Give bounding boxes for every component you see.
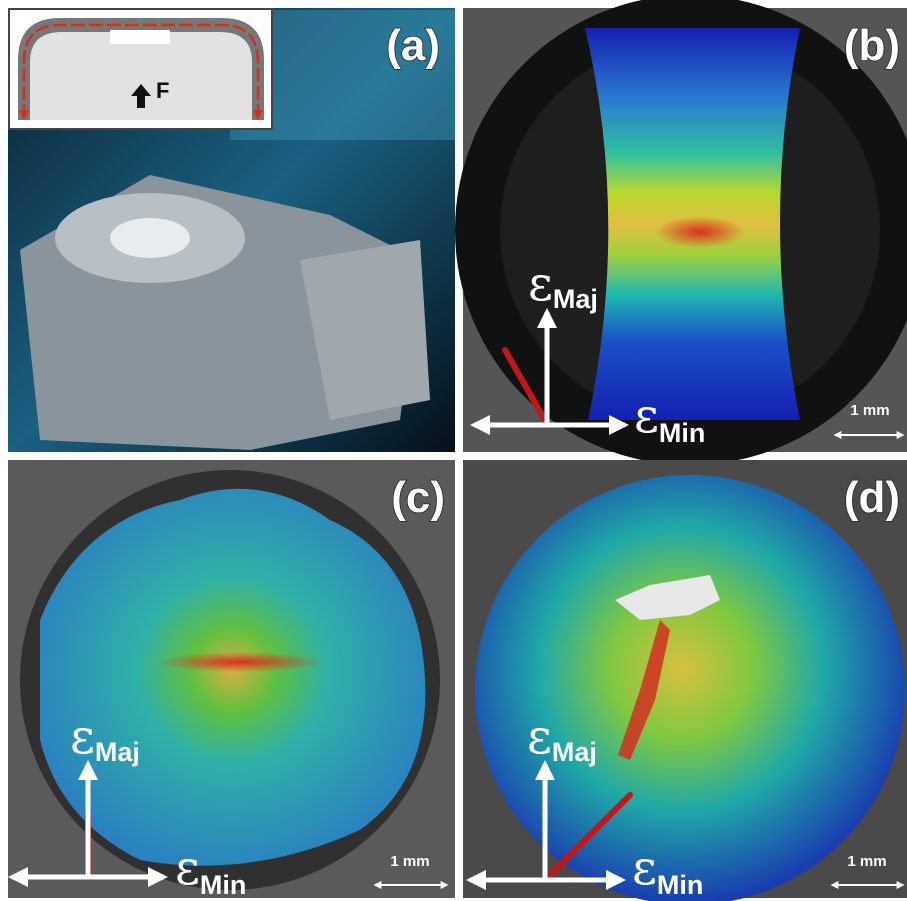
minor-axis-label: εMin (632, 840, 703, 900)
strain-field (475, 475, 905, 901)
panel-label: (a) (386, 21, 440, 70)
symbol: ε (70, 709, 95, 765)
symbol: ε (527, 709, 552, 765)
panel-d: εMaj εMin 1 mm (d) (463, 460, 907, 901)
strain-path (542, 792, 633, 883)
panel-c: εMaj εMin 1 mm (c) (8, 460, 455, 900)
strain-field (40, 488, 426, 866)
inset-window (110, 30, 170, 44)
symbol: ε (175, 840, 200, 896)
scale-bar-label: 1 mm (847, 853, 886, 870)
inset-specimen (30, 32, 252, 120)
scale-bar-label: 1 mm (850, 402, 889, 419)
major-axis-label: εMaj (527, 709, 597, 767)
major-axis-label: εMaj (528, 256, 598, 314)
strain-hotspot (618, 620, 670, 760)
major-axis-label: εMaj (70, 709, 140, 767)
strain-path (502, 347, 549, 425)
symbol: ε (634, 388, 659, 444)
minor-axis-label: εMin (175, 840, 246, 900)
symbol: ε (528, 256, 553, 312)
scale-bar-label: 1 mm (390, 853, 429, 870)
strain-hotspot (655, 216, 745, 248)
subscript: Min (657, 870, 704, 900)
symbol: ε (632, 840, 657, 896)
subscript: Maj (552, 737, 597, 767)
fracture (615, 575, 720, 620)
panel-b: εMaj εMin 1 mm (b) (455, 0, 907, 465)
machine-center (110, 218, 190, 258)
subscript: Maj (553, 284, 598, 314)
subscript: Maj (95, 737, 140, 767)
panel-label: (c) (391, 473, 445, 522)
subscript: Min (659, 418, 706, 448)
subscript: Min (200, 870, 247, 900)
panel-label: (b) (844, 21, 900, 70)
panel-label: (d) (844, 473, 900, 522)
force-arrow (131, 84, 151, 108)
force-label: F (156, 78, 169, 103)
minor-axis-label: εMin (634, 388, 705, 448)
strain-hotspot (155, 652, 325, 672)
panel-a: F (a) (8, 8, 455, 452)
machine-block (300, 240, 430, 420)
